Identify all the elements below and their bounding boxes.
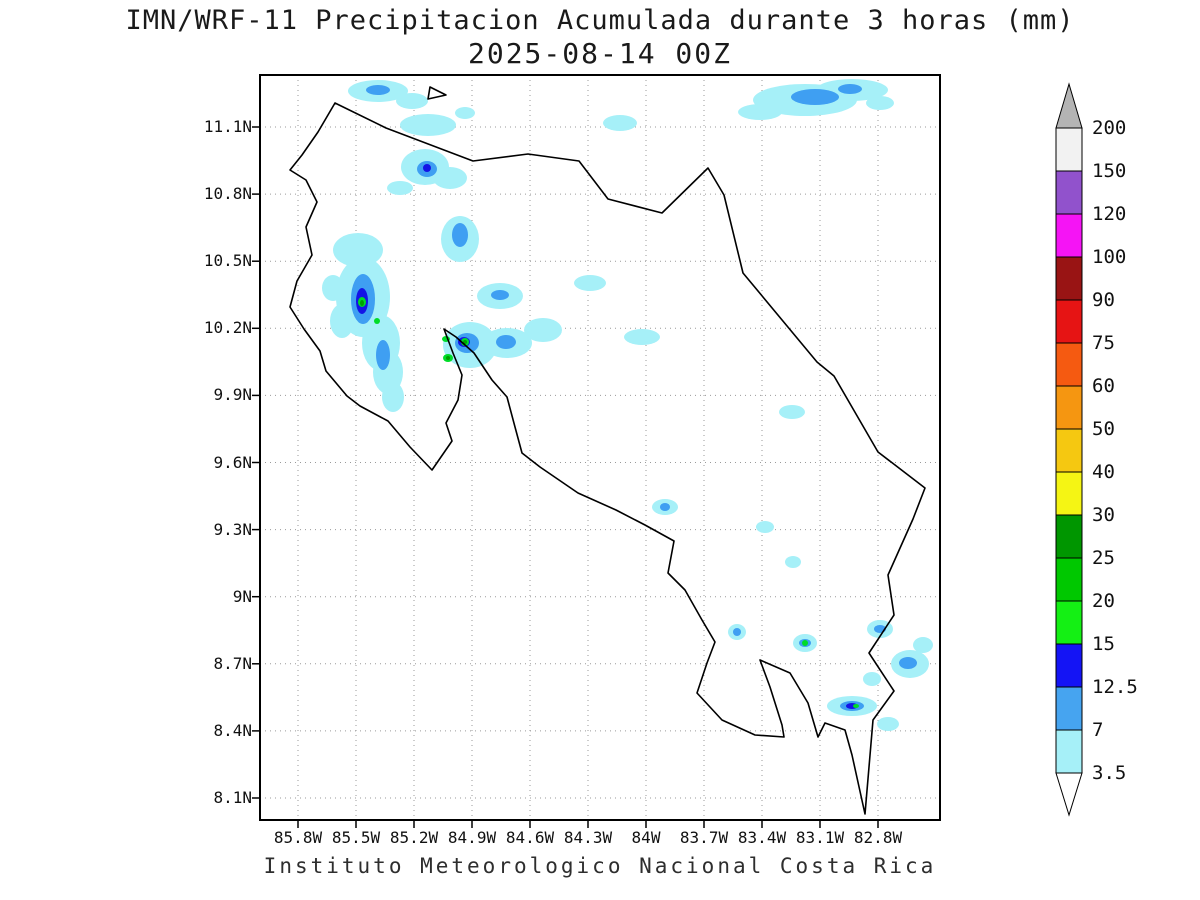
lat-tick-label: 8.1N <box>213 788 252 807</box>
colorbar-level-label: 75 <box>1092 332 1115 354</box>
lat-tick-label: 10.2N <box>203 318 252 338</box>
colorbar-level-label: 150 <box>1092 160 1127 182</box>
lon-tick-label: 82.8W <box>853 828 903 847</box>
lon-tick-label: 85.8W <box>273 828 323 847</box>
colorbar-level-label: 20 <box>1092 590 1115 612</box>
lon-tick-label: 84.3W <box>563 828 613 847</box>
colorbar-level-label: 12.5 <box>1092 676 1138 698</box>
colorbar-level-label: 3.5 <box>1092 762 1127 784</box>
lat-tick-label: 10.8N <box>203 184 252 204</box>
lon-tick-label: 84.9W <box>447 828 497 847</box>
colorbar-level-label: 7 <box>1092 719 1104 741</box>
source-caption: Instituto Meteorologico Nacional Costa R… <box>263 854 937 878</box>
lat-tick-label: 11.1N <box>203 117 252 136</box>
lon-tick-label: 83.4W <box>737 828 787 847</box>
lon-tick-label: 84.6W <box>505 828 555 847</box>
chart-valid-time: 2025-08-14 00Z <box>467 37 732 70</box>
colorbar-level-label: 90 <box>1092 289 1115 311</box>
colorbar-level-label: 60 <box>1092 375 1115 397</box>
lat-tick-label: 10.5N <box>203 251 252 271</box>
costa-rica-coastline <box>289 102 926 815</box>
map-tick-marks <box>252 126 879 828</box>
lon-tick-label: 84W <box>631 828 661 847</box>
colorbar-level-label: 40 <box>1092 461 1115 483</box>
lat-tick-label: 8.4N <box>213 720 252 740</box>
colorbar-level-label: 15 <box>1092 633 1115 655</box>
lat-tick-label: 9.9N <box>213 385 252 405</box>
colorbar-level-label: 50 <box>1092 418 1115 440</box>
colorbar-level-label: 100 <box>1092 246 1127 268</box>
lat-tick-label: 9.3N <box>213 519 252 539</box>
colorbar-level-label: 25 <box>1092 547 1115 569</box>
latitude-axis: 11.1N 10.8N 10.5N 10.2N 9.9N 9.6N 9.3N 9N 8.7N 8.… <box>0 75 252 820</box>
colorbar-level-label: 120 <box>1092 203 1127 225</box>
colorbar-labels: 200 150 120 100 90 75 60 50 40 30 25 20 15 12.5 7 3.5 <box>1092 84 1172 844</box>
map-gridlines <box>260 75 940 820</box>
lon-tick-label: 83.1W <box>795 828 845 847</box>
lat-tick-label: 9.6N <box>213 452 252 472</box>
lat-tick-label: 9N <box>232 586 252 606</box>
lon-tick-label: 85.5W <box>331 828 381 847</box>
longitude-axis: 85.8W 85.5W 85.2W 84.9W 84.6W 84.3W 84W 83.7W 83… <box>260 829 940 849</box>
lon-tick-label: 83.7W <box>679 828 729 847</box>
lon-tick-label: 85.2W <box>389 828 439 847</box>
lat-tick-label: 8.7N <box>213 653 252 673</box>
precipitation-shading <box>322 79 933 731</box>
colorbar-level-label: 200 <box>1092 117 1127 139</box>
chart-title: IMN/WRF-11 Precipitacion Acumulada duran… <box>125 5 1075 36</box>
precipitation-map <box>252 74 941 828</box>
colorbar <box>1055 82 1083 817</box>
map-frame <box>259 74 941 821</box>
colorbar-level-label: 30 <box>1092 504 1115 526</box>
lake-island-outline <box>427 86 447 100</box>
